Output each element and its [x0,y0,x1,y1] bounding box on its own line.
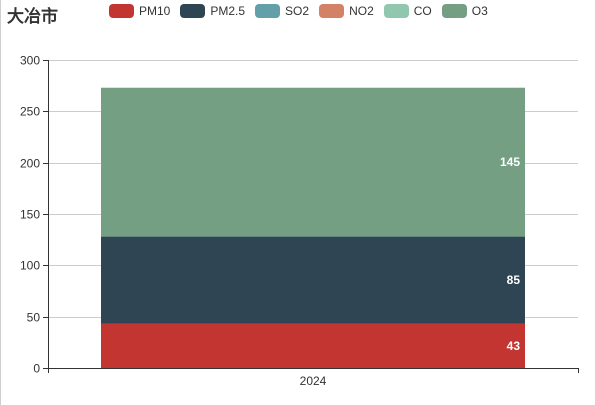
y-tick-label-300: 300 [20,54,40,68]
legend-swatch-no2 [319,4,345,18]
legend-label-pm10: PM10 [139,4,171,18]
bar-segment-pm10 [101,323,525,368]
legend-swatch-pm10 [109,4,134,18]
data-label-pm25: 85 [507,273,521,287]
legend-item-so2[interactable]: SO2 [255,4,309,18]
axes: 0 50 100 150 200 250 300 2024 [20,54,579,388]
panel-left-border [0,0,1,405]
legend: PM10 PM2.5 SO2 NO2 CO O3 [109,4,498,18]
legend-swatch-so2 [255,4,281,18]
data-label-pm10: 43 [507,339,521,353]
legend-item-no2[interactable]: NO2 [319,4,374,18]
legend-swatch-co [383,4,409,18]
legend-item-pm10[interactable]: PM10 [109,4,170,18]
legend-label-o3: O3 [471,4,488,18]
legend-label-co: CO [413,4,432,18]
legend-label-so2: SO2 [285,4,310,18]
bar-stack[interactable] [101,87,525,368]
y-tick-label-50: 50 [27,311,41,325]
chart-title: 大冶市 [7,7,58,27]
legend-swatch-pm25 [180,4,206,18]
x-tick-label-2024: 2024 [300,374,327,388]
y-tick-label-100: 100 [20,259,40,273]
legend-item-o3[interactable]: O3 [441,4,488,18]
y-tick-label-150: 150 [20,208,40,222]
y-tick-label-250: 250 [20,105,40,119]
bar-segment-pm25 [101,236,525,324]
legend-swatch-o3 [441,4,467,18]
legend-label-pm25: PM2.5 [210,4,246,18]
legend-label-no2: NO2 [349,4,374,18]
data-label-o3: 145 [500,155,520,169]
legend-item-pm25[interactable]: PM2.5 [180,4,245,18]
y-tick-label-200: 200 [20,157,40,171]
legend-item-co[interactable]: CO [383,4,432,18]
bar-segment-o3 [101,87,525,237]
data-labels: 43 85 145 [500,155,520,353]
y-tick-label-0: 0 [33,362,40,376]
